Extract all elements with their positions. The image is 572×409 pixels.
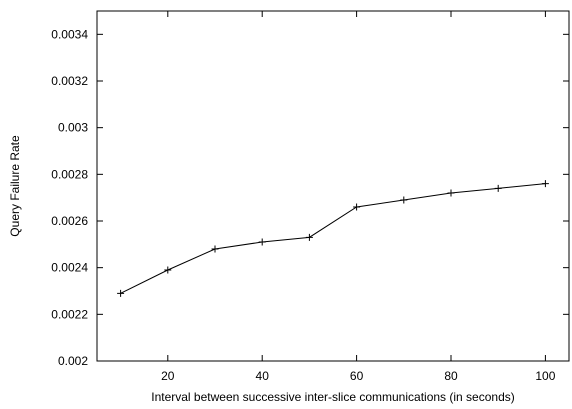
plot-frame [96, 10, 570, 362]
y-tick-label: 0.003 [58, 121, 88, 135]
x-tick-label: 20 [161, 369, 175, 383]
y-axis-label: Query Failure Rate [8, 135, 22, 237]
series-line [120, 183, 546, 294]
y-tick-label: 0.0022 [51, 307, 88, 321]
data-point [353, 203, 361, 211]
data-point [211, 245, 219, 253]
data-point [258, 238, 266, 246]
series-layer [117, 180, 549, 297]
data-point [400, 196, 408, 204]
y-tick-label: 0.0026 [51, 214, 88, 228]
y-tick-label: 0.0028 [51, 167, 88, 181]
data-point [541, 180, 549, 188]
data-point [164, 266, 172, 274]
data-point [305, 233, 313, 241]
x-tick-label: 60 [350, 369, 364, 383]
data-point [494, 184, 502, 192]
x-tick-label: 40 [256, 369, 270, 383]
x-axis: 20 40 60 80 100 [161, 11, 556, 383]
y-tick-label: 0.0032 [51, 74, 88, 88]
x-tick-label: 100 [535, 369, 555, 383]
y-tick-label: 0.0024 [51, 261, 88, 275]
y-tick-label: 0.002 [58, 354, 88, 368]
y-tick-label: 0.0034 [51, 27, 88, 41]
y-axis: 0.002 0.0022 0.0024 0.0026 0.0028 0.003 0.0032… [51, 27, 569, 368]
data-point [117, 289, 125, 297]
x-axis-label: Interval between successive inter-slice … [151, 390, 515, 404]
x-tick-label: 80 [444, 369, 458, 383]
data-point [447, 189, 455, 197]
